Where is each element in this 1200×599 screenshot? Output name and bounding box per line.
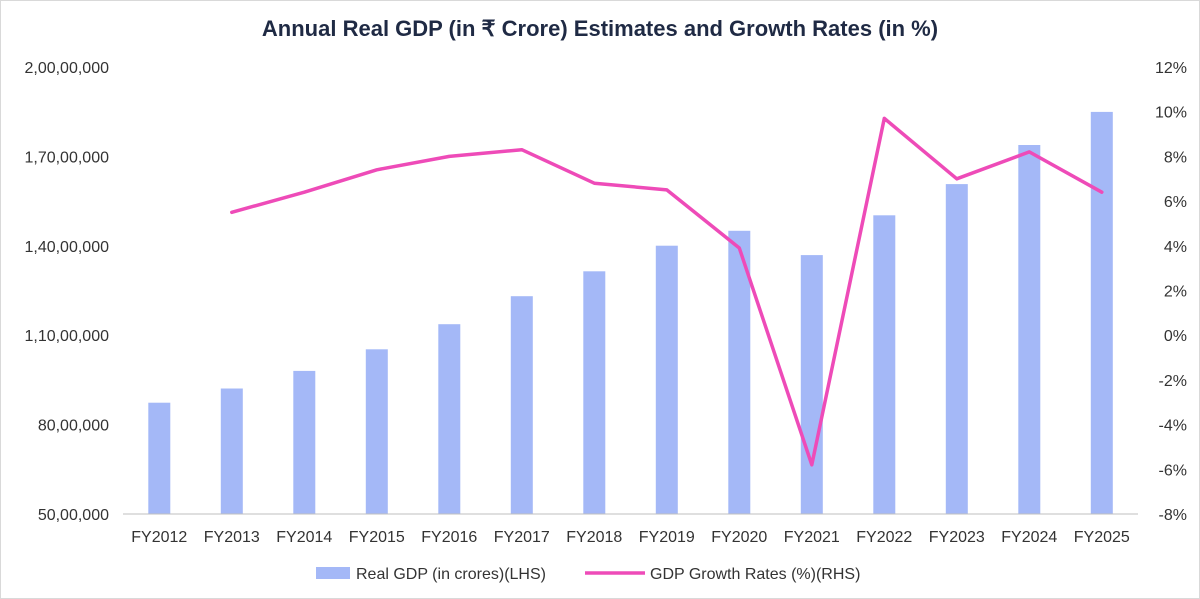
right-axis-ticks: -8% -6% -4% -2% 0% 2% 4% 6% 8% 10% 12%	[1155, 60, 1187, 524]
x-tick-label: FY2019	[639, 529, 695, 546]
right-tick-label: 0%	[1164, 328, 1187, 345]
line-layer	[230, 116, 1104, 467]
x-tick-label: FY2025	[1074, 529, 1130, 546]
gdp-bar-fy2015	[365, 349, 388, 514]
gdp-bar-fy2012	[148, 402, 171, 514]
x-axis-ticks: FY2012 FY2013 FY2014 FY2015 FY2016 FY2017 FY20…	[131, 529, 1130, 546]
right-tick-label: -4%	[1159, 418, 1187, 435]
right-tick-label: -2%	[1159, 373, 1187, 390]
x-tick-label: FY2016	[421, 529, 477, 546]
gdp-bar-fy2018	[583, 271, 606, 514]
gdp-bar-fy2024	[1018, 145, 1041, 514]
x-tick-label: FY2018	[566, 529, 622, 546]
left-tick-label: 2,00,00,000	[24, 60, 109, 77]
gdp-bar-fy2019	[655, 245, 678, 514]
x-tick-label: FY2020	[711, 529, 767, 546]
x-tick-label: FY2017	[494, 529, 550, 546]
legend-label-gdp: Real GDP (in crores)(LHS)	[356, 566, 546, 583]
x-tick-label: FY2013	[204, 529, 260, 546]
gdp-bar-fy2016	[438, 324, 461, 514]
right-tick-label: 8%	[1164, 149, 1187, 166]
left-tick-label: 80,00,000	[38, 418, 109, 435]
legend-swatch-gdp	[316, 567, 350, 579]
gdp-bar-fy2025	[1090, 111, 1113, 515]
left-tick-label: 1,40,00,000	[24, 239, 109, 256]
left-tick-label: 1,10,00,000	[24, 328, 109, 345]
bars-layer	[148, 111, 1113, 515]
gdp-bar-fy2023	[945, 184, 968, 514]
x-tick-label: FY2024	[1001, 529, 1057, 546]
gdp-bar-fy2020	[728, 230, 751, 515]
x-tick-label: FY2012	[131, 529, 187, 546]
gdp-bar-fy2014	[293, 370, 316, 514]
chart-title: Annual Real GDP (in ₹ Crore) Estimates a…	[261, 16, 939, 41]
right-tick-label: 6%	[1164, 194, 1187, 211]
x-tick-label: FY2014	[276, 529, 332, 546]
left-axis-ticks: 50,00,000 80,00,000 1,10,00,000 1,40,00,000…	[24, 60, 109, 524]
right-tick-label: -6%	[1159, 462, 1187, 479]
gdp-bar-fy2021	[800, 255, 823, 514]
right-tick-label: 4%	[1164, 239, 1187, 256]
right-tick-label: 12%	[1155, 60, 1187, 77]
left-tick-label: 1,70,00,000	[24, 149, 109, 166]
legend: Real GDP (in crores)(LHS) GDP Growth Rate…	[316, 566, 860, 583]
gdp-bar-fy2013	[220, 388, 243, 514]
gdp-bar-fy2017	[510, 296, 533, 514]
x-tick-label: FY2021	[784, 529, 840, 546]
left-tick-label: 50,00,000	[38, 507, 109, 524]
x-tick-label: FY2015	[349, 529, 405, 546]
legend-label-growth: GDP Growth Rates (%)(RHS)	[650, 566, 860, 583]
right-tick-label: -8%	[1159, 507, 1187, 524]
right-tick-label: 10%	[1155, 105, 1187, 122]
x-tick-label: FY2023	[929, 529, 985, 546]
x-tick-label: FY2022	[856, 529, 912, 546]
gdp-bar-fy2022	[873, 215, 896, 515]
right-tick-label: 2%	[1164, 284, 1187, 301]
